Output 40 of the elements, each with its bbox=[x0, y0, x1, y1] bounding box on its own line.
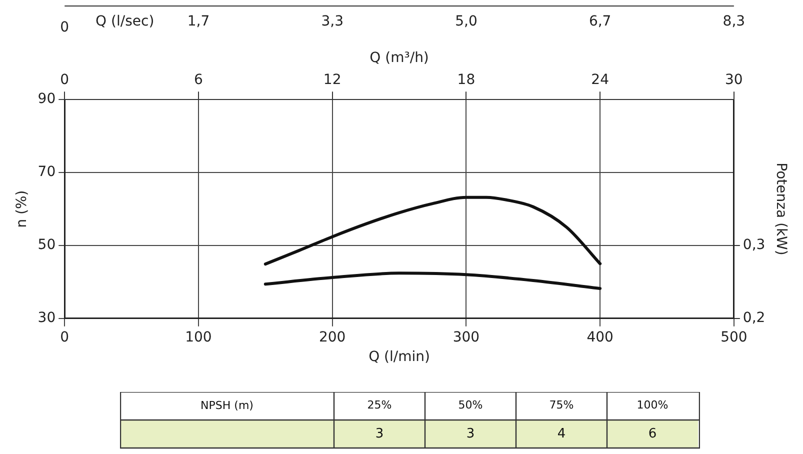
x2-tick-label: 30 bbox=[725, 72, 743, 88]
data-label: 6 bbox=[648, 426, 657, 442]
x2-tick-label: 24 bbox=[591, 72, 610, 88]
x2-axis-title: Q (m³/h) bbox=[370, 50, 429, 66]
y-tick-label: 70 bbox=[38, 164, 56, 180]
x2-tick-label: 0 bbox=[60, 72, 70, 88]
y-tick-label: 50 bbox=[38, 237, 56, 254]
y-tick-label: 90 bbox=[38, 91, 56, 108]
y-axis-title: NPSH (m) bbox=[200, 398, 254, 412]
x-axis-title: Q (l/min) bbox=[368, 349, 430, 366]
x-tick-label: 100% bbox=[636, 398, 668, 412]
x-tick-label: 100 bbox=[185, 329, 212, 346]
x2-tick-label: 6 bbox=[194, 72, 204, 88]
x-tick-label: 500 bbox=[720, 329, 748, 346]
text: Q (l/sec) bbox=[96, 14, 154, 30]
text: 6,7 bbox=[588, 14, 612, 30]
line-series bbox=[264, 196, 602, 266]
data-label: 3 bbox=[466, 426, 475, 442]
x2-tick-label: 12 bbox=[323, 72, 342, 88]
data-label: 4 bbox=[557, 426, 566, 442]
x-tick-label: 75% bbox=[549, 398, 574, 412]
y-axis-title: n (%) bbox=[14, 190, 30, 228]
x-tick-label: 50% bbox=[458, 398, 483, 412]
x2-tick-label: 18 bbox=[457, 72, 476, 88]
x-tick-label: 25% bbox=[367, 398, 392, 412]
text: 3,3 bbox=[321, 14, 344, 30]
x-tick-label: 200 bbox=[318, 329, 346, 346]
text: 5,0 bbox=[455, 14, 478, 30]
x-tick-label: 400 bbox=[586, 329, 614, 346]
x-tick-label: 0 bbox=[60, 329, 70, 346]
text: 1,7 bbox=[187, 14, 210, 30]
y2-axis-title: Potenza (kW) bbox=[772, 162, 789, 256]
text: 0 bbox=[60, 20, 70, 36]
y-tick-label: 30 bbox=[38, 310, 56, 326]
line-series bbox=[264, 272, 602, 290]
data-label: 3 bbox=[375, 426, 384, 442]
y2-tick-label: 0,2 bbox=[742, 310, 766, 326]
x-tick-label: 300 bbox=[452, 329, 480, 346]
text: 8,3 bbox=[722, 14, 746, 30]
y2-tick-label: 0,3 bbox=[742, 237, 766, 254]
